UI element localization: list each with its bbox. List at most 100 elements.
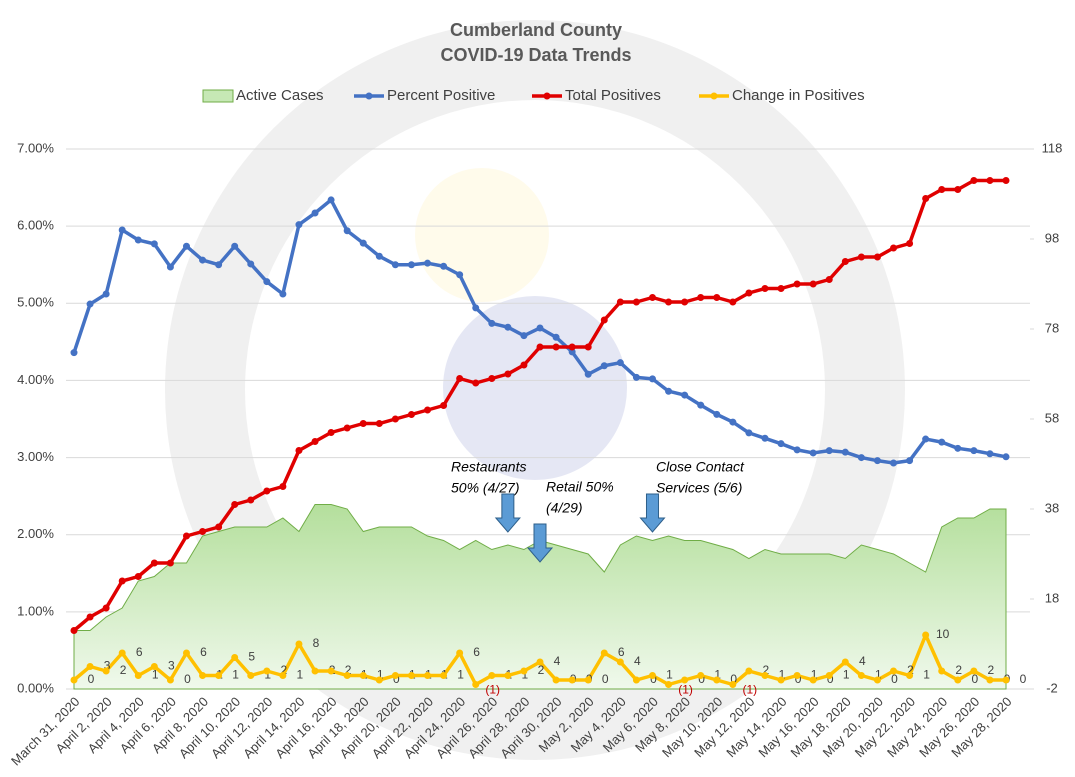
marker	[809, 280, 817, 288]
marker	[166, 263, 174, 271]
data-label: 1	[875, 668, 882, 682]
marker	[890, 667, 898, 675]
y-tick-label: 4.00%	[17, 372, 54, 387]
marker	[1002, 676, 1010, 684]
marker	[681, 676, 689, 684]
data-label: 0	[730, 672, 737, 686]
marker	[247, 672, 255, 679]
marker	[729, 681, 737, 688]
marker	[906, 457, 914, 465]
marker	[986, 450, 994, 458]
marker	[199, 256, 207, 264]
marker	[488, 672, 496, 679]
data-label: 1	[811, 668, 818, 682]
marker	[568, 676, 576, 684]
arrow	[526, 523, 554, 563]
y2-tick-label: 38	[1045, 500, 1059, 515]
marker	[552, 333, 560, 341]
marker	[456, 649, 464, 657]
marker	[616, 359, 624, 367]
data-label: 1	[522, 668, 529, 682]
legend-marker	[365, 92, 373, 100]
marker	[279, 290, 287, 298]
marker	[440, 672, 448, 679]
marker	[890, 244, 898, 252]
marker	[424, 259, 432, 267]
marker	[890, 459, 898, 467]
marker	[150, 663, 158, 670]
y-tick-label: 6.00%	[17, 218, 54, 233]
marker	[616, 658, 624, 666]
data-label: 0	[88, 672, 95, 686]
marker	[375, 252, 383, 260]
marker	[472, 379, 480, 387]
data-label: 1	[714, 668, 721, 682]
marker	[215, 261, 223, 269]
marker	[520, 361, 528, 369]
marker	[520, 667, 528, 675]
marker	[873, 253, 881, 261]
marker	[632, 373, 640, 381]
marker	[825, 672, 833, 679]
data-label: 6	[200, 645, 207, 659]
marker	[86, 300, 94, 308]
marker	[584, 370, 592, 378]
data-label: 1	[232, 668, 239, 682]
marker	[873, 676, 881, 684]
marker	[359, 420, 367, 427]
marker	[713, 676, 721, 684]
data-label: 4	[554, 654, 561, 668]
data-label: (1)	[742, 683, 757, 697]
area	[73, 504, 1007, 690]
marker	[295, 447, 303, 454]
marker	[102, 290, 110, 298]
legend-label: Percent Positive	[387, 87, 495, 104]
marker	[568, 343, 576, 351]
marker	[166, 676, 174, 684]
marker	[70, 676, 78, 684]
y-tick-label: 2.00%	[17, 526, 54, 541]
marker	[343, 227, 351, 235]
marker	[922, 195, 930, 202]
data-label: 0	[1020, 672, 1027, 686]
marker	[375, 420, 383, 427]
legend-marker	[710, 92, 718, 100]
marker	[199, 672, 207, 679]
marker	[809, 676, 817, 684]
marker	[809, 449, 817, 457]
marker	[922, 631, 930, 639]
marker	[954, 186, 962, 193]
data-label: 3	[168, 659, 175, 673]
marker	[150, 559, 158, 567]
marker	[504, 672, 512, 679]
data-label: 2	[345, 663, 352, 677]
marker	[1002, 453, 1010, 461]
marker	[488, 375, 496, 382]
y-tick-label: 1.00%	[17, 603, 54, 618]
marker	[536, 343, 544, 351]
arrow	[639, 493, 666, 533]
marker	[970, 447, 978, 455]
data-label: 2	[907, 663, 914, 677]
marker	[713, 410, 721, 418]
marker	[681, 298, 689, 306]
marker	[648, 672, 656, 679]
data-label: 1	[377, 668, 384, 682]
marker	[343, 672, 351, 679]
marker	[600, 362, 608, 370]
marker	[600, 316, 608, 324]
arrow	[494, 493, 521, 533]
annotation: Retail 50%	[546, 479, 614, 495]
marker	[424, 406, 432, 414]
marker	[745, 429, 753, 437]
marker	[777, 285, 785, 292]
marker	[424, 672, 432, 679]
legend-label: Change in Positives	[732, 87, 865, 104]
marker	[873, 457, 881, 465]
marker	[841, 658, 849, 666]
data-label: 2	[538, 663, 545, 677]
marker	[552, 676, 560, 684]
annotation: Restaurants	[451, 459, 526, 475]
annotation: (4/29)	[546, 500, 583, 516]
data-label: 6	[136, 645, 143, 659]
